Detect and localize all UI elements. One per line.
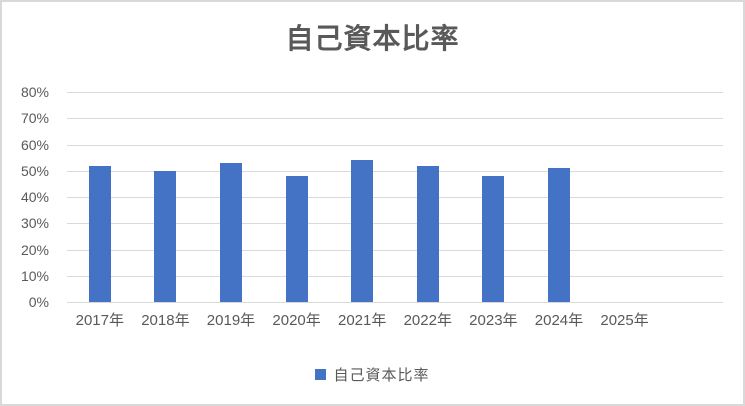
legend-marker-icon xyxy=(315,369,327,380)
y-tick-label-30%: 30% xyxy=(20,215,49,232)
bar-2024年[interactable] xyxy=(547,168,570,302)
gridline-10% xyxy=(67,275,723,277)
gridline-80% xyxy=(67,92,723,93)
y-tick-label-0%: 0% xyxy=(28,294,49,310)
x-tick-label-2017年: 2017年 xyxy=(75,312,124,329)
gridline-50% xyxy=(67,170,723,172)
plot-area xyxy=(67,92,723,303)
x-tick-label-2020年: 2020年 xyxy=(272,312,321,329)
category-slot-2020年 xyxy=(264,92,330,302)
y-tick-label-40%: 40% xyxy=(20,189,49,205)
category-slot-2025年 xyxy=(592,92,658,302)
bar-2018年[interactable] xyxy=(154,170,177,302)
category-slot-2022年 xyxy=(395,92,461,302)
x-tick-label-2021年: 2021年 xyxy=(337,312,387,329)
gridline-30% xyxy=(67,223,723,225)
category-slot-2018年 xyxy=(133,92,199,302)
gridline-20% xyxy=(67,249,723,251)
y-tick-label-70%: 70% xyxy=(20,110,49,127)
gridline-40% xyxy=(67,197,723,198)
gridline-60% xyxy=(67,144,723,146)
x-tick-label-2023年: 2023年 xyxy=(469,312,518,329)
gridline-70% xyxy=(67,118,723,120)
chart-title: 自己資本比率 xyxy=(285,23,460,54)
category-slot-2019年 xyxy=(198,92,264,302)
y-tick-label-10%: 10% xyxy=(20,267,49,284)
category-slot-2017年 xyxy=(67,92,133,302)
x-tick-label-2018年: 2018年 xyxy=(141,312,190,329)
bar-2019年[interactable] xyxy=(219,162,242,302)
bar-2021年[interactable] xyxy=(351,160,374,302)
x-axis-tick-labels: 2017年 2018年 2019年 2020年 2021年 2022年 2023年 2024年… xyxy=(67,311,723,331)
legend[interactable]: 自己資本比率 xyxy=(2,364,743,385)
x-axis-line xyxy=(67,302,723,303)
category-slot-2023年 xyxy=(461,92,527,302)
bar-2020年[interactable] xyxy=(285,176,308,302)
x-tick-label-blank xyxy=(657,311,723,331)
category-slot-2021年 xyxy=(329,92,395,302)
y-tick-label-50%: 50% xyxy=(20,162,49,179)
bar-2023年[interactable] xyxy=(482,176,505,302)
y-tick-label-60%: 60% xyxy=(20,136,49,153)
category-slot-2024年 xyxy=(526,92,592,302)
category-slot-blank xyxy=(657,92,723,302)
x-tick-label-2022年: 2022年 xyxy=(403,312,452,329)
legend-label: 自己資本比率 xyxy=(333,367,430,384)
x-tick-label-2019年: 2019年 xyxy=(206,312,256,329)
y-tick-label-20%: 20% xyxy=(20,241,49,258)
y-tick-label-80%: 80% xyxy=(20,84,49,100)
bar-2017年[interactable] xyxy=(88,165,111,302)
bar-2022年[interactable] xyxy=(416,165,439,302)
bar-series xyxy=(67,92,723,302)
x-tick-label-2024年: 2024年 xyxy=(534,312,584,329)
x-tick-label-2025年: 2025年 xyxy=(600,312,649,329)
